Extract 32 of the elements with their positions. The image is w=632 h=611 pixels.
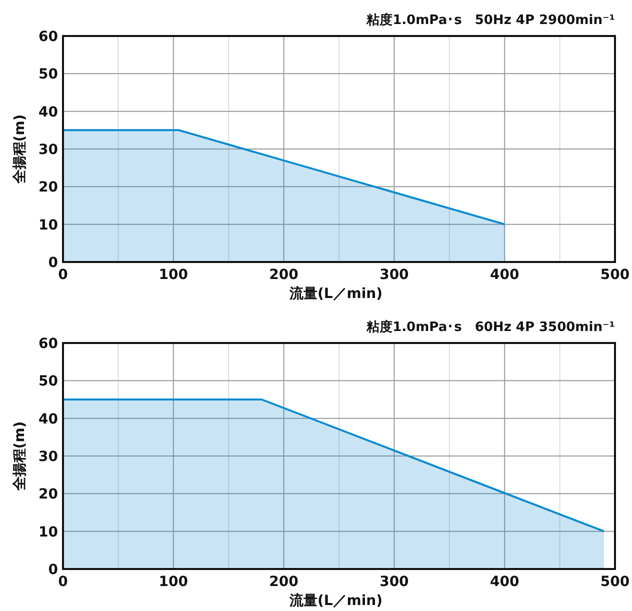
x-axis-title: 流量(L／min) — [288, 592, 383, 609]
x-tick-label: 100 — [158, 267, 188, 283]
y-tick-label: 30 — [38, 142, 58, 158]
x-tick-label: 500 — [600, 574, 630, 590]
y-tick-label: 40 — [38, 411, 58, 428]
x-axis-title: 流量(L／min) — [288, 285, 383, 302]
y-axis-title: 全揚程(m) — [12, 114, 28, 185]
y-tick-label: 40 — [38, 104, 58, 120]
y-tick-label: 60 — [38, 29, 58, 45]
x-tick-label: 300 — [380, 574, 410, 590]
y-tick-label: 50 — [38, 374, 58, 390]
y-tick-label: 0 — [48, 255, 58, 271]
y-axis-title: 全揚程(m) — [12, 421, 28, 492]
x-tick-label: 500 — [600, 267, 630, 283]
chart-title: 粘度1.0mPa･s 50Hz 4P 2900min⁻¹ — [366, 12, 615, 28]
y-tick-label: 20 — [38, 486, 58, 503]
y-tick-label: 30 — [38, 449, 58, 465]
y-tick-label: 10 — [38, 217, 58, 234]
y-tick-label: 10 — [38, 524, 58, 540]
x-tick-label: 400 — [490, 574, 520, 590]
y-tick-label: 20 — [38, 180, 58, 196]
y-tick-label: 60 — [38, 336, 58, 352]
x-tick-label: 300 — [380, 267, 410, 283]
x-tick-label: 200 — [269, 267, 299, 283]
chart-title: 粘度1.0mPa･s 60Hz 4P 3500min⁻¹ — [366, 319, 615, 335]
x-tick-label: 200 — [269, 574, 299, 590]
x-tick-label: 400 — [490, 267, 520, 283]
x-tick-label: 0 — [58, 267, 68, 283]
x-tick-label: 100 — [158, 574, 188, 590]
y-tick-label: 50 — [38, 66, 58, 83]
y-tick-label: 0 — [48, 562, 58, 578]
x-tick-label: 0 — [58, 574, 68, 590]
